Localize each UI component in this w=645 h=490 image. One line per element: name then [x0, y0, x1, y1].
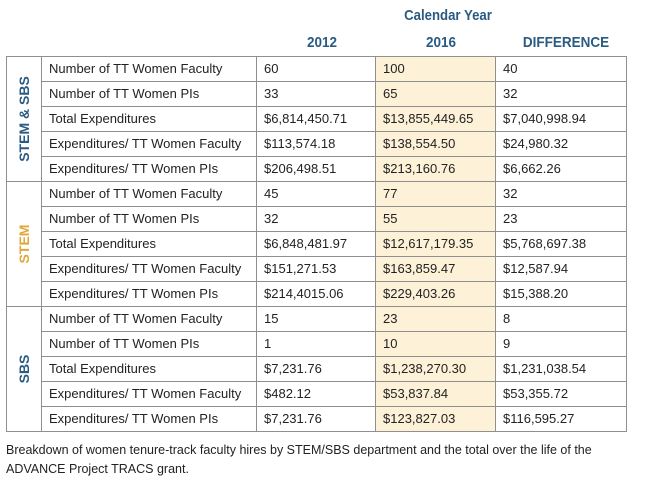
group-label-cell: SBS [6, 306, 42, 432]
row-label: Total Expenditures [41, 231, 257, 257]
value-2016: $163,859.47 [375, 256, 496, 282]
table-row: Expenditures/ TT Women Faculty $482.12 $… [7, 381, 627, 407]
row-label: Number of TT Women PIs [41, 206, 257, 232]
value-2012: $151,271.53 [256, 256, 376, 282]
row-label: Expenditures/ TT Women Faculty [41, 131, 257, 157]
table-row: Expenditures/ TT Women PIs $7,231.76 $12… [7, 406, 627, 432]
row-label: Number of TT Women PIs [41, 331, 257, 357]
table-row: STEM Number of TT Women Faculty 45 77 32 [6, 181, 627, 307]
value-2016: 65 [375, 81, 496, 107]
table-row: Expenditures/ TT Women Faculty $151,271.… [7, 256, 627, 282]
value-2012: $6,848,481.97 [256, 231, 376, 257]
value-difference: $15,388.20 [495, 281, 627, 307]
value-2016: 10 [375, 331, 496, 357]
value-difference: $7,040,998.94 [495, 106, 627, 132]
value-2012: $7,231.76 [256, 406, 376, 432]
group-label-cell: STEM [6, 181, 42, 307]
value-difference: 32 [495, 181, 627, 207]
table-row: SBS Number of TT Women Faculty 15 23 8 [6, 306, 627, 432]
row-label: Expenditures/ TT Women Faculty [41, 381, 257, 407]
value-difference: 32 [495, 81, 627, 107]
group-label-sbs: SBS [16, 354, 32, 384]
table-caption: Breakdown of women tenure-track faculty … [6, 443, 592, 476]
value-2016: $53,837.84 [375, 381, 496, 407]
value-2016: $1,238,270.30 [375, 356, 496, 382]
value-difference: 23 [495, 206, 627, 232]
value-difference: $6,662.26 [495, 156, 627, 182]
value-2012: $7,231.76 [256, 356, 376, 382]
column-header-2016: 2016 [425, 34, 457, 51]
value-2012: 33 [256, 81, 376, 107]
row-label: Number of TT Women PIs [41, 81, 257, 107]
value-2012: 45 [256, 181, 376, 207]
table-row: Number of TT Women PIs 33 65 32 [7, 81, 627, 107]
row-label: Total Expenditures [41, 106, 257, 132]
value-difference: $116,595.27 [495, 406, 627, 432]
value-2016: 100 [375, 56, 496, 82]
table-row: Expenditures/ TT Women Faculty $113,574.… [7, 131, 627, 157]
value-2012: $214,4015.06 [256, 281, 376, 307]
value-difference: 40 [495, 56, 627, 82]
value-difference: $12,587.94 [495, 256, 627, 282]
value-2012: 1 [256, 331, 376, 357]
value-2016: $12,617,179.35 [375, 231, 496, 257]
value-difference: 9 [495, 331, 627, 357]
value-2012: $113,574.18 [256, 131, 376, 157]
table-row: Total Expenditures $6,814,450.71 $13,855… [7, 106, 627, 132]
value-difference: $1,231,038.54 [495, 356, 627, 382]
group-label-stem: STEM [16, 224, 32, 264]
value-difference: $24,980.32 [495, 131, 627, 157]
row-label: Expenditures/ TT Women PIs [41, 156, 257, 182]
table-row: Number of TT Women PIs 1 10 9 [7, 331, 627, 357]
group-label-cell: STEM & SBS [6, 56, 42, 182]
value-2012: 15 [256, 306, 376, 332]
row-label: Expenditures/ TT Women Faculty [41, 256, 257, 282]
row-label: Number of TT Women Faculty [41, 56, 257, 82]
value-difference: $5,768,697.38 [495, 231, 627, 257]
value-difference: $53,355.72 [495, 381, 627, 407]
value-2016: 77 [375, 181, 496, 207]
table-row: Total Expenditures $7,231.76 $1,238,270.… [7, 356, 627, 382]
value-2012: 32 [256, 206, 376, 232]
row-label: Number of TT Women Faculty [41, 181, 257, 207]
table-row: Expenditures/ TT Women PIs $206,498.51 $… [7, 156, 627, 182]
value-2016: $229,403.26 [375, 281, 496, 307]
value-2016: $213,160.76 [375, 156, 496, 182]
value-2012: 60 [256, 56, 376, 82]
calendar-year-heading: Calendar Year [404, 7, 492, 24]
column-header-difference: DIFFERENCE [522, 34, 610, 51]
row-label: Expenditures/ TT Women PIs [41, 406, 257, 432]
row-label: Number of TT Women Faculty [41, 306, 257, 332]
value-2012: $6,814,450.71 [256, 106, 376, 132]
value-2016: $138,554.50 [375, 131, 496, 157]
table-row: Total Expenditures $6,848,481.97 $12,617… [7, 231, 627, 257]
value-2012: $206,498.51 [256, 156, 376, 182]
table-row: Expenditures/ TT Women PIs $214,4015.06 … [7, 281, 627, 307]
group-label-stem-sbs: STEM & SBS [16, 76, 32, 162]
table-row: STEM & SBS Number of TT Women Faculty 60… [6, 56, 627, 182]
value-2012: $482.12 [256, 381, 376, 407]
column-header-2012: 2012 [306, 34, 338, 51]
table-row: Number of TT Women PIs 32 55 23 [7, 206, 627, 232]
value-2016: $123,827.03 [375, 406, 496, 432]
row-label: Total Expenditures [41, 356, 257, 382]
value-difference: 8 [495, 306, 627, 332]
value-2016: $13,855,449.65 [375, 106, 496, 132]
value-2016: 55 [375, 206, 496, 232]
expenditures-table: STEM & SBS Number of TT Women Faculty 60… [6, 56, 627, 432]
value-2016: 23 [375, 306, 496, 332]
row-label: Expenditures/ TT Women PIs [41, 281, 257, 307]
